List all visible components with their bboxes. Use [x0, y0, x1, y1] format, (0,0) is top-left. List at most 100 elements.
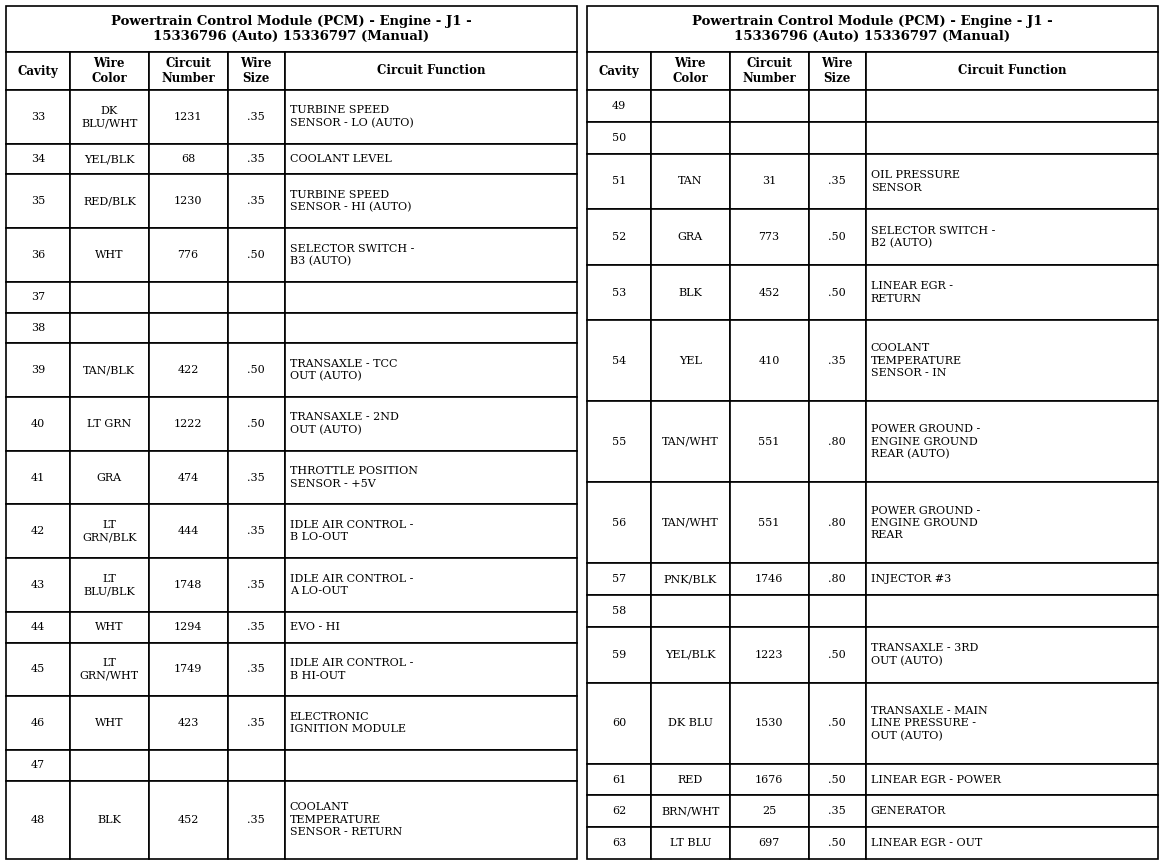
Text: .50: .50: [829, 838, 846, 848]
Text: 63: 63: [612, 838, 626, 848]
Bar: [730, 595, 809, 627]
Text: .35: .35: [247, 664, 265, 675]
Bar: [149, 90, 227, 144]
Bar: [227, 228, 285, 282]
Text: TAN/BLK: TAN/BLK: [84, 365, 135, 375]
Text: 42: 42: [31, 526, 45, 536]
Bar: [285, 750, 577, 781]
Bar: [651, 796, 730, 827]
Text: 31: 31: [762, 176, 776, 186]
Bar: [285, 558, 577, 612]
Bar: [6, 558, 70, 612]
Text: 474: 474: [178, 472, 199, 483]
Bar: [6, 504, 70, 558]
Text: 40: 40: [31, 419, 45, 429]
Text: 47: 47: [31, 760, 45, 771]
Text: .50: .50: [829, 232, 846, 242]
Text: .50: .50: [247, 365, 265, 375]
Text: BLK: BLK: [679, 287, 702, 298]
Bar: [6, 6, 577, 52]
Bar: [70, 781, 149, 859]
Text: TAN: TAN: [679, 176, 703, 186]
Text: 452: 452: [177, 815, 199, 825]
Text: DK BLU: DK BLU: [668, 718, 712, 728]
Bar: [149, 558, 227, 612]
Text: .50: .50: [247, 250, 265, 260]
Text: 697: 697: [759, 838, 780, 848]
Bar: [809, 401, 866, 483]
Bar: [651, 682, 730, 764]
Bar: [866, 595, 1158, 627]
Text: BRN/WHT: BRN/WHT: [661, 806, 719, 817]
Text: 551: 551: [759, 518, 780, 528]
Text: .80: .80: [829, 574, 846, 585]
Bar: [70, 451, 149, 504]
Bar: [809, 796, 866, 827]
Bar: [227, 612, 285, 643]
Text: YEL/BLK: YEL/BLK: [665, 650, 716, 660]
Bar: [651, 90, 730, 122]
Bar: [730, 122, 809, 154]
Text: LINEAR EGR - POWER: LINEAR EGR - POWER: [871, 774, 1001, 785]
Bar: [227, 451, 285, 504]
Bar: [651, 483, 730, 563]
Bar: [70, 144, 149, 175]
Bar: [70, 90, 149, 144]
Text: 1676: 1676: [755, 774, 783, 785]
Bar: [866, 627, 1158, 682]
Bar: [809, 627, 866, 682]
Text: 452: 452: [759, 287, 780, 298]
Bar: [70, 228, 149, 282]
Text: 37: 37: [31, 292, 45, 302]
Text: .80: .80: [829, 518, 846, 528]
Text: COOLANT
TEMPERATURE
SENSOR - IN: COOLANT TEMPERATURE SENSOR - IN: [871, 343, 961, 378]
Bar: [285, 312, 577, 343]
Text: Wire
Color: Wire Color: [673, 57, 708, 85]
Bar: [587, 52, 651, 90]
Bar: [149, 175, 227, 228]
Text: TRANSAXLE - 3RD
OUT (AUTO): TRANSAXLE - 3RD OUT (AUTO): [871, 644, 978, 666]
Bar: [70, 558, 149, 612]
Bar: [809, 90, 866, 122]
Bar: [730, 401, 809, 483]
Bar: [587, 320, 651, 401]
Bar: [809, 595, 866, 627]
Bar: [227, 397, 285, 451]
Text: LT
BLU/BLK: LT BLU/BLK: [84, 573, 135, 596]
Bar: [651, 595, 730, 627]
Bar: [70, 343, 149, 397]
Text: PNK/BLK: PNK/BLK: [663, 574, 717, 585]
Text: .35: .35: [247, 526, 265, 536]
Text: BLK: BLK: [98, 815, 121, 825]
Text: 1222: 1222: [173, 419, 203, 429]
Text: .50: .50: [829, 650, 846, 660]
Text: TRANSAXLE - MAIN
LINE PRESSURE -
OUT (AUTO): TRANSAXLE - MAIN LINE PRESSURE - OUT (AU…: [871, 706, 987, 740]
Text: 56: 56: [612, 518, 626, 528]
Bar: [285, 612, 577, 643]
Bar: [730, 154, 809, 209]
Text: Circuit Function: Circuit Function: [958, 65, 1066, 78]
Bar: [587, 401, 651, 483]
Text: 51: 51: [612, 176, 626, 186]
Text: .35: .35: [247, 718, 265, 728]
Bar: [6, 52, 70, 90]
Text: 68: 68: [182, 154, 196, 164]
Bar: [651, 154, 730, 209]
Bar: [730, 796, 809, 827]
Text: 55: 55: [612, 437, 626, 447]
Text: 53: 53: [612, 287, 626, 298]
Text: .35: .35: [247, 196, 265, 206]
Bar: [149, 343, 227, 397]
Bar: [730, 90, 809, 122]
Bar: [809, 122, 866, 154]
Bar: [227, 781, 285, 859]
Bar: [651, 52, 730, 90]
Bar: [149, 504, 227, 558]
Text: 1294: 1294: [173, 622, 203, 632]
Text: SELECTOR SWITCH -
B2 (AUTO): SELECTOR SWITCH - B2 (AUTO): [871, 226, 995, 248]
Text: 1749: 1749: [173, 664, 203, 675]
Bar: [70, 175, 149, 228]
Bar: [70, 397, 149, 451]
Text: .50: .50: [829, 718, 846, 728]
Bar: [651, 122, 730, 154]
